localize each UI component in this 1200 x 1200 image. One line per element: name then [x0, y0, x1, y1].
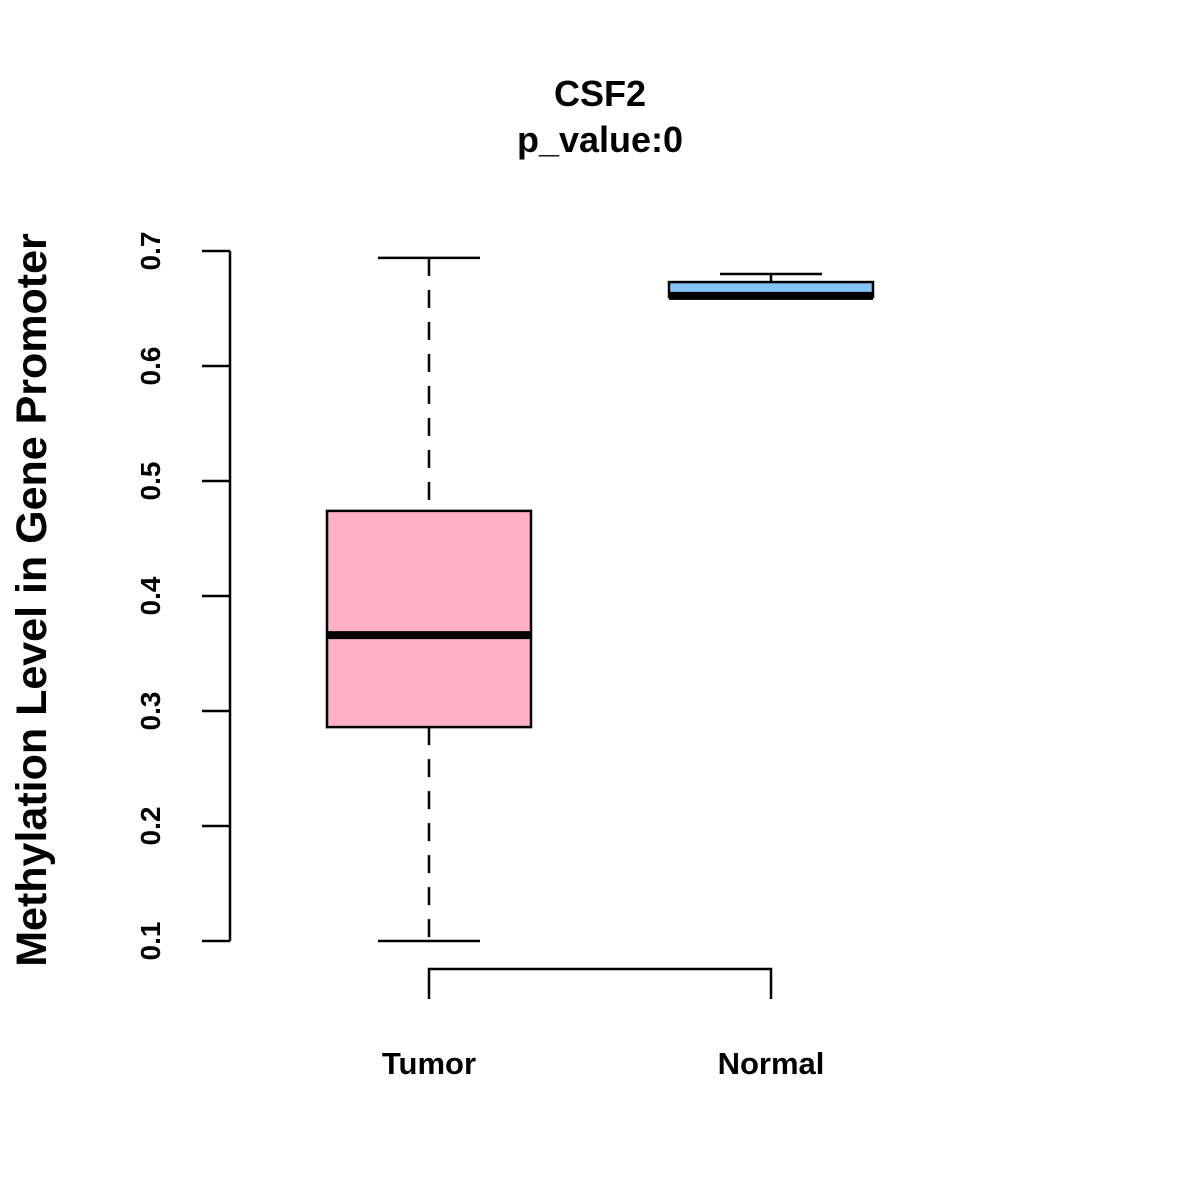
y-axis-label: Methylation Level in Gene Promoter — [8, 233, 56, 967]
bracket-line — [427, 967, 773, 999]
x-category-label-tumor: Tumor — [382, 1046, 476, 1081]
comparison-bracket — [427, 967, 773, 999]
y-tick-label: 0.2 — [135, 807, 166, 846]
x-category-labels: Tumor Normal — [382, 1046, 824, 1081]
y-tick-label: 0.5 — [135, 462, 166, 501]
chart-title: CSF2 — [554, 73, 646, 114]
box-normal — [667, 272, 875, 300]
y-tick-label: 0.7 — [135, 232, 166, 271]
iqr-box — [325, 509, 533, 729]
boxes-group — [325, 256, 875, 943]
y-tick-label: 0.3 — [135, 692, 166, 731]
y-axis: 0.1 0.2 0.3 0.4 0.5 0.6 0.7 — [135, 232, 232, 961]
x-category-label-normal: Normal — [718, 1046, 825, 1081]
y-tick-label: 0.4 — [135, 576, 166, 615]
chart-subtitle: p_value:0 — [517, 119, 683, 160]
box-tumor — [325, 256, 533, 943]
y-tick-label: 0.1 — [135, 922, 166, 961]
y-tick-label: 0.6 — [135, 347, 166, 386]
